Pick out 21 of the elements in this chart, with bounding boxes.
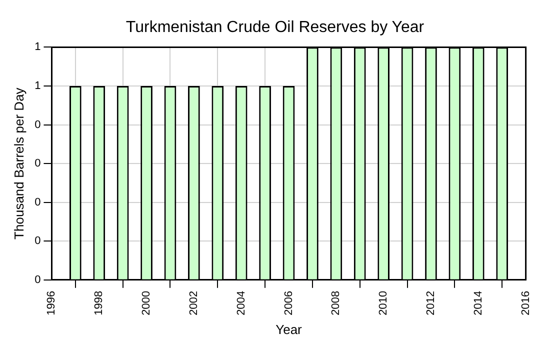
y-tick-label: 0 (34, 158, 41, 170)
x-tick-label: 2010 (378, 290, 390, 316)
x-tick-label: 2006 (282, 290, 295, 316)
x-tick-label: 1996 (46, 290, 58, 316)
x-tick-label: 2012 (425, 290, 438, 316)
x-tick-label: 2002 (188, 290, 200, 316)
y-tick-label: 0 (34, 196, 41, 208)
x-axis-title: Year (276, 322, 303, 337)
x-tick-label: 2008 (330, 290, 342, 316)
y-tick-label: 1 (34, 80, 41, 92)
y-tick-label: 0 (34, 235, 41, 248)
x-tick-label: 2004 (235, 290, 248, 316)
x-tick-label: 1998 (93, 290, 106, 316)
y-tick-label: 0 (34, 274, 41, 286)
x-tick-label: 2014 (472, 290, 484, 316)
y-axis-title: Thousand Barrels per Day (11, 87, 26, 240)
chart-title: Turkmenistan Crude Oil Reserves by Year (126, 19, 425, 36)
y-tick-label: 1 (34, 41, 41, 54)
x-tick-label: 2016 (520, 290, 532, 316)
y-tick-label: 0 (34, 118, 41, 131)
x-tick-label: 2000 (140, 290, 153, 316)
